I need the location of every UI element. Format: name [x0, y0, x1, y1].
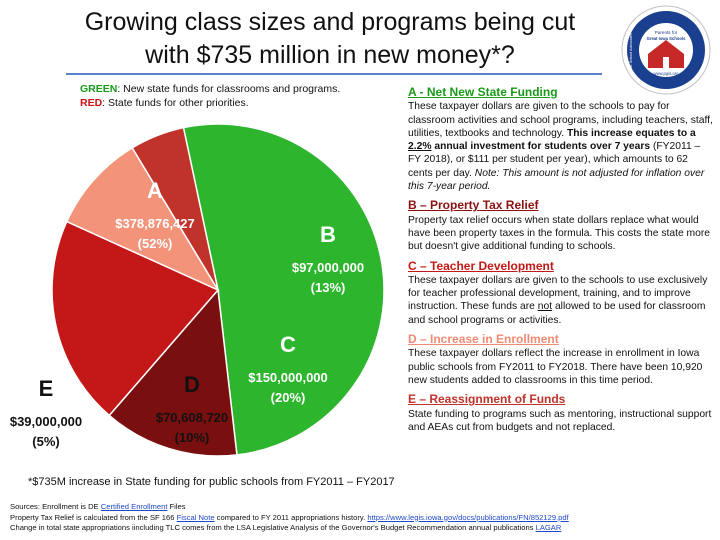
slice-b-amount-label: $97,000,000 — [292, 260, 364, 275]
section-e: E – Reassignment of Funds State funding … — [408, 392, 714, 434]
pie-chart: A $378,876,427 (52%) B $97,000,000 (13%) C $150… — [10, 123, 385, 457]
section-c: C – Teacher Development These taxpayer d… — [408, 258, 714, 327]
section-c-body: These taxpayer dollars are given to the … — [408, 274, 708, 326]
slice-e-amount-label: $39,000,000 — [10, 414, 82, 429]
slice-c-amount-label: $150,000,000 — [248, 370, 328, 385]
pie-slice-e — [131, 126, 219, 291]
section-a-title: A - Net New State Funding — [408, 85, 558, 99]
certified-enrollment-link[interactable]: Certified Enrollment — [100, 502, 168, 511]
slice-d-percent-label: (10%) — [175, 430, 210, 445]
section-b-title: B – Property Tax Relief — [408, 198, 539, 213]
slice-a-percent-label: (52%) — [138, 236, 173, 251]
section-b-body: Property tax relief occurs when state do… — [408, 214, 711, 253]
slice-e-percent-label: (5%) — [32, 434, 59, 449]
section-d-body: These taxpayer dollars reflect the incre… — [408, 348, 703, 386]
slice-e-letter-label: E — [39, 376, 54, 401]
section-e-body: State funding to programs such as mentor… — [408, 408, 712, 433]
pie-slice-d — [65, 146, 220, 292]
source-property-tax: Property Tax Relief is calculated from t… — [10, 512, 569, 522]
svg-text:Public School Advocates: Public School Advocates — [629, 33, 633, 75]
lagar-link[interactable]: LAGAR — [535, 523, 562, 532]
source-enrollment: Sources: Enrollment is DE Certified Enro… — [10, 502, 186, 511]
section-d-title: D – Increase in Enrollment — [408, 332, 559, 347]
title-line-2: with $735 million in new money*? — [145, 41, 515, 69]
section-b: B – Property Tax Relief Property tax rel… — [408, 199, 714, 253]
svg-text:Great Iowa Schools: Great Iowa Schools — [647, 36, 687, 41]
section-a: A - Net New State Funding These taxpayer… — [408, 85, 714, 193]
fiscal-note-link[interactable]: Fiscal Note — [176, 512, 215, 522]
sources: Sources: Enrollment is DE Certified Enro… — [10, 502, 710, 534]
slice-d-amount-label: $70,608,720 — [156, 410, 228, 425]
organization-logo-icon: Parents for Great Iowa Schools www.pgis.… — [621, 5, 711, 95]
title-divider — [66, 73, 602, 75]
title-line-1: Growing class sizes and programs being c… — [84, 8, 576, 36]
section-a-body: These taxpayer dollars are given to the … — [408, 101, 713, 193]
section-c-title: C – Teacher Development — [408, 258, 554, 273]
slice-c-percent-label: (20%) — [271, 390, 306, 405]
pie-slice-c — [51, 220, 220, 417]
slice-descriptions: A - Net New State Funding These taxpayer… — [408, 85, 714, 440]
source-appropriations: Change in total state appropriations iin… — [10, 523, 562, 532]
slice-a-amount-label: $378,876,427 — [115, 216, 195, 231]
section-d: D – Increase in Enrollment These taxpaye… — [408, 332, 714, 387]
legend-green: GREEN: New state funds for classrooms an… — [80, 83, 341, 95]
pie-slice-b — [108, 288, 238, 457]
slice-d-letter-label: D — [184, 372, 200, 397]
slice-c-letter-label: C — [280, 332, 296, 357]
page-title: Growing class sizes and programs being c… — [40, 6, 620, 72]
svg-text:Parents for: Parents for — [655, 30, 678, 35]
legend-red: RED: State funds for other priorities. — [80, 97, 249, 109]
fiscal-note-url-link[interactable]: https://www.legis.iowa.gov/docs/publicat… — [367, 512, 569, 522]
svg-text:www.pgis.org: www.pgis.org — [654, 71, 680, 76]
slice-b-letter-label: B — [320, 222, 336, 247]
footnote: *$735M increase in State funding for pub… — [28, 476, 395, 488]
slice-b-percent-label: (13%) — [311, 280, 346, 295]
color-legend: GREEN: New state funds for classrooms an… — [80, 82, 340, 110]
slice-a-letter-label: A — [147, 178, 163, 203]
section-e-title: E – Reassignment of Funds — [408, 392, 566, 407]
pie-slice-a — [182, 123, 385, 456]
